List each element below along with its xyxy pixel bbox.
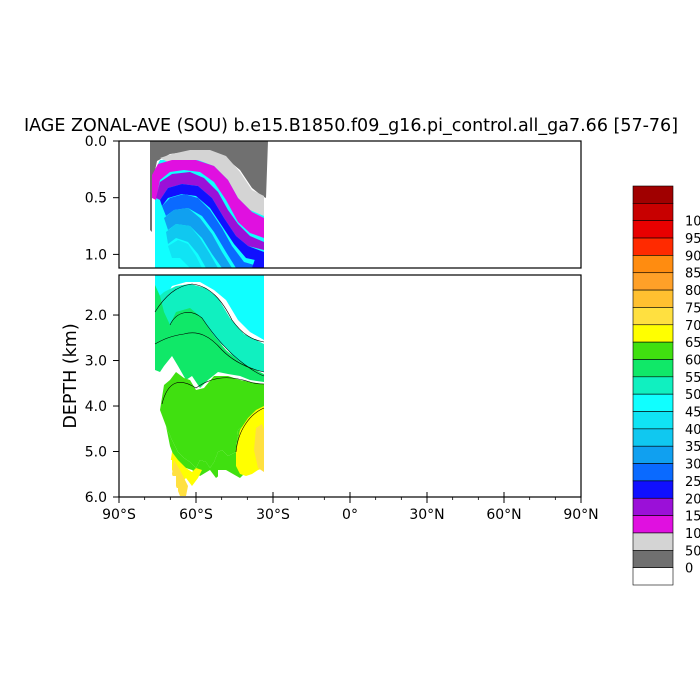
upper-panel-fill [150, 141, 268, 268]
colorbar-swatch [632, 480, 674, 499]
colorbar-label: 50 [685, 544, 700, 559]
y-tick-label: 2.0 [85, 308, 107, 324]
colorbar-swatch [632, 237, 674, 256]
colorbar-swatch [632, 497, 674, 516]
lower-panel: 2.03.04.05.06.0 90°S 60°S 30°S 0° 30°N 60°N 90… [85, 274, 599, 523]
colorbar-label: 250 [685, 475, 700, 490]
colorbar-label: 950 [685, 232, 700, 247]
colorbar-label: 500 [685, 388, 700, 403]
contour-band-600-650 [160, 372, 264, 468]
colorbar-swatch [632, 289, 674, 308]
colorbar-swatch [632, 445, 674, 464]
y-tick-label: 0.0 [85, 134, 107, 150]
colorbar-swatch [632, 203, 674, 221]
contour-band-200-250 [160, 184, 264, 262]
lower-panel-fill [119, 275, 581, 497]
colorbar-swatch [632, 307, 674, 326]
y-axis-label: DEPTH (km) [61, 323, 81, 428]
colorbar-label: 350 [685, 440, 700, 455]
x-ticks: 90°S 60°S 30°S 0° 30°N 60°N 90°N [102, 492, 599, 523]
colorbar-label: 900 [685, 249, 700, 264]
colorbar-swatch [632, 359, 674, 378]
colorbar-swatch [632, 376, 674, 395]
colorbar-label: 150 [685, 510, 700, 525]
y-tick-label: 5.0 [85, 445, 107, 461]
x-tick-label: 60°N [486, 507, 521, 523]
colorbar-swatch [632, 393, 674, 412]
contour-band-150-200 [156, 172, 264, 250]
colorbar-swatch [632, 567, 674, 586]
y-tick-label: 4.0 [85, 399, 107, 415]
upper-panel: 0.0 0.5 1.0 [85, 134, 582, 269]
y-tick-label: 6.0 [85, 490, 107, 506]
x-tick-label: 90°S [102, 507, 136, 523]
colorbar-swatch [632, 272, 674, 291]
x-tick-label: 90°N [563, 507, 598, 523]
contour-lines [154, 283, 265, 453]
colorbar-label: 550 [685, 371, 700, 386]
colorbar-label: 600 [685, 353, 700, 368]
x-tick-label: 60°S [179, 507, 213, 523]
x-tick-label: 30°N [409, 507, 444, 523]
colorbar-label: 300 [685, 458, 700, 473]
colorbar-label: 450 [685, 406, 700, 421]
colorbar-swatch [632, 550, 674, 568]
land-mask-west [119, 275, 155, 497]
x-tick-label: 30°S [256, 507, 290, 523]
contour-band-100-150 [152, 160, 264, 238]
contour-band-450-500 [155, 275, 264, 340]
colorbar-swatch [632, 324, 674, 343]
colorbar-swatch [632, 255, 674, 274]
colorbar-swatch [632, 428, 674, 447]
colorbar-label: 750 [685, 301, 700, 316]
colorbar-swatch [632, 532, 674, 551]
y-tick-label: 3.0 [85, 354, 107, 370]
colorbar-label: 1000 [685, 215, 700, 230]
colorbar-label: 100 [685, 527, 700, 542]
y-tick-label: 0.5 [85, 191, 107, 207]
colorbar-swatch [632, 341, 674, 360]
contour-band-400-450 [168, 240, 202, 268]
contour-band-edge-top [252, 254, 264, 268]
colorbar-swatch [632, 220, 674, 239]
lower-y-ticks: 2.0 3.0 4.0 5.0 6.0 [85, 308, 119, 506]
contour-band-250-300 [162, 194, 264, 268]
colorbar-label: 800 [685, 284, 700, 299]
contour-band-350-400 [166, 224, 218, 268]
colorbar-label: 850 [685, 267, 700, 282]
colorbar-label: 650 [685, 336, 700, 351]
contour-band-50-100 [160, 150, 264, 216]
colorbar: 0 50 100 150 200 250 300 350 400 450 500 550 600 650 7… [632, 185, 700, 586]
upper-y-ticks: 0.0 0.5 1.0 [85, 134, 119, 263]
upper-panel-frame [118, 140, 582, 269]
contour-band-700-750 [254, 424, 264, 472]
chart-title: IAGE ZONAL-AVE (SOU) b.e15.B1850.f09_g16… [24, 116, 678, 136]
contour-band-700-750-b [172, 460, 188, 496]
land-mask-east [264, 275, 581, 497]
y-tick-label: 1.0 [85, 247, 107, 263]
x-tick-label: 0° [342, 507, 358, 523]
colorbar-label: 200 [685, 492, 700, 507]
contour-band-500-550 [155, 284, 264, 372]
contour-band-0-50 [150, 141, 268, 232]
colorbar-swatch [632, 515, 674, 534]
colorbar-label: 700 [685, 319, 700, 334]
colorbar-swatch [632, 463, 674, 482]
colorbar-label: 400 [685, 423, 700, 438]
colorbar-swatch [632, 411, 674, 430]
contour-band-550-600 [155, 285, 264, 388]
colorbar-label: 0 [685, 562, 693, 577]
colorbar-swatch [632, 185, 674, 204]
contour-band-300-350 [164, 208, 232, 268]
